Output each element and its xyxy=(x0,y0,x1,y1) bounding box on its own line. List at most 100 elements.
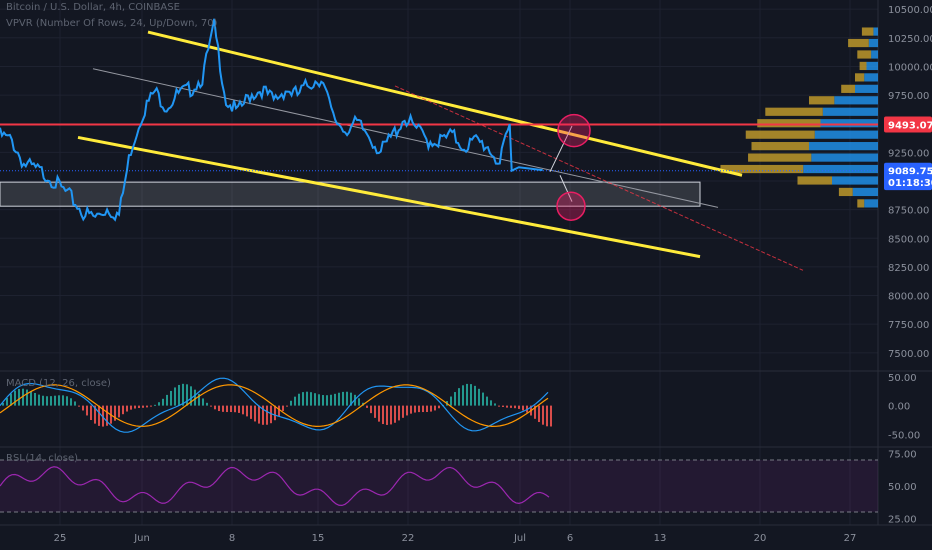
macd-histogram-bar xyxy=(218,405,220,412)
volume-profile-up-bar xyxy=(864,73,878,82)
macd-tick-label: 0.00 xyxy=(888,402,910,413)
macd-histogram-bar xyxy=(398,405,400,421)
macd-histogram-bar xyxy=(310,392,312,406)
rsi-line xyxy=(0,466,550,507)
macd-histogram-bar xyxy=(506,405,508,408)
macd-histogram-bar xyxy=(198,393,200,406)
macd-tick-label: 50.00 xyxy=(888,373,917,384)
macd-histogram-bar xyxy=(214,405,216,410)
macd-histogram-bar xyxy=(190,386,192,406)
lower-channel-line xyxy=(77,135,701,259)
macd-histogram-bar xyxy=(90,405,92,421)
macd-histogram-bar xyxy=(262,405,264,425)
macd-histogram-bar xyxy=(334,393,336,406)
price-tick-label: 7500.00 xyxy=(888,349,929,360)
volume-profile-down-bar xyxy=(861,27,874,36)
price-badge-text: 01:18:30 xyxy=(888,178,932,189)
macd-histogram-bar xyxy=(298,393,300,406)
macd-histogram-bar xyxy=(514,405,516,409)
volume-profile-down-bar xyxy=(855,73,865,82)
signal-line xyxy=(0,384,549,427)
volume-profile-down-bar xyxy=(848,38,869,48)
macd-histogram-bar xyxy=(402,405,404,418)
volume-profile-up-bar xyxy=(871,50,878,59)
price-badge-text: 9089.75 xyxy=(888,167,932,178)
macd-histogram-bar xyxy=(78,405,80,407)
macd-histogram-bar xyxy=(18,388,20,406)
macd-histogram-bar xyxy=(82,405,84,411)
macd-histogram-bar xyxy=(94,405,96,424)
rsi-band xyxy=(0,460,878,512)
macd-histogram-bar xyxy=(466,383,468,406)
x-tick-label: Jun xyxy=(133,533,150,544)
macd-histogram-bar xyxy=(34,392,36,406)
x-tick-label: 22 xyxy=(402,533,415,544)
macd-histogram-bar xyxy=(146,405,148,408)
macd-histogram-bar xyxy=(350,392,352,406)
macd-histogram-bar xyxy=(338,392,340,406)
volume-profile-up-bar xyxy=(822,107,878,116)
rsi-tick-label: 25.00 xyxy=(888,515,917,526)
macd-histogram-bar xyxy=(2,402,4,406)
macd-histogram-bar xyxy=(486,396,488,406)
x-tick-label: Jul xyxy=(513,533,526,544)
macd-histogram-bar xyxy=(474,385,476,406)
volume-profile-down-bar xyxy=(809,96,835,105)
macd-histogram-bar xyxy=(170,390,172,406)
macd-histogram-bar xyxy=(302,392,304,406)
macd-histogram-bar xyxy=(278,405,280,416)
macd-histogram-bar xyxy=(226,405,228,413)
macd-histogram-bar xyxy=(450,396,452,406)
macd-histogram-bar xyxy=(166,394,168,406)
price-tick-label: 8500.00 xyxy=(888,234,929,245)
macd-histogram-bar xyxy=(430,405,432,412)
x-tick-label: 6 xyxy=(567,533,573,544)
macd-histogram-bar xyxy=(346,391,348,406)
macd-label[interactable]: MACD (12, 26, close) xyxy=(6,378,111,389)
macd-histogram-bar xyxy=(542,405,544,425)
volume-profile-up-bar xyxy=(809,142,878,151)
volume-profile-down-bar xyxy=(857,50,872,59)
macd-line xyxy=(0,377,549,433)
price-tick-label: 9250.00 xyxy=(888,148,929,159)
macd-histogram-bar xyxy=(274,405,276,421)
macd-histogram-bar xyxy=(478,388,480,406)
rsi-label[interactable]: RSI (14, close) xyxy=(6,453,79,464)
macd-histogram-bar xyxy=(246,405,248,417)
macd-histogram-bar xyxy=(462,385,464,406)
volume-profile-up-bar xyxy=(866,61,878,71)
macd-histogram-bar xyxy=(534,405,536,419)
macd-histogram-bar xyxy=(50,396,52,406)
macd-histogram-bar xyxy=(426,405,428,413)
macd-histogram-bar xyxy=(510,405,512,408)
rsi-tick-label: 50.00 xyxy=(888,482,917,493)
macd-histogram-bar xyxy=(382,405,384,425)
volume-profile-down-bar xyxy=(838,187,853,197)
macd-histogram-bar xyxy=(458,388,460,406)
macd-histogram-bar xyxy=(258,405,260,424)
macd-histogram-bar xyxy=(378,405,380,422)
volume-profile-down-bar xyxy=(797,176,832,185)
volume-profile-up-bar xyxy=(814,130,878,139)
price-line xyxy=(0,18,543,222)
price-tick-label: 8000.00 xyxy=(888,292,929,303)
macd-histogram-bar xyxy=(414,405,416,413)
price-tick-label: 8750.00 xyxy=(888,206,929,217)
volume-profile-down-bar xyxy=(857,199,865,208)
volume-profile-up-bar xyxy=(852,187,878,197)
macd-histogram-bar xyxy=(438,405,440,409)
macd-histogram-bar xyxy=(254,405,256,422)
volume-profile-down-bar xyxy=(757,119,821,128)
macd-histogram-bar xyxy=(38,394,40,406)
vpvr-indicator-label[interactable]: VPVR (Number Of Rows, 24, Up/Down, 70) xyxy=(6,18,218,29)
macd-histogram-bar xyxy=(294,396,296,406)
macd-histogram-bar xyxy=(306,391,308,406)
macd-histogram-bar xyxy=(202,398,204,406)
target-circle-up xyxy=(557,113,591,148)
volume-profile-up-bar xyxy=(832,176,878,185)
macd-histogram-bar xyxy=(550,405,552,427)
macd-histogram-bar xyxy=(242,405,244,415)
macd-histogram-bar xyxy=(54,395,56,406)
projection-up-line xyxy=(549,125,573,173)
